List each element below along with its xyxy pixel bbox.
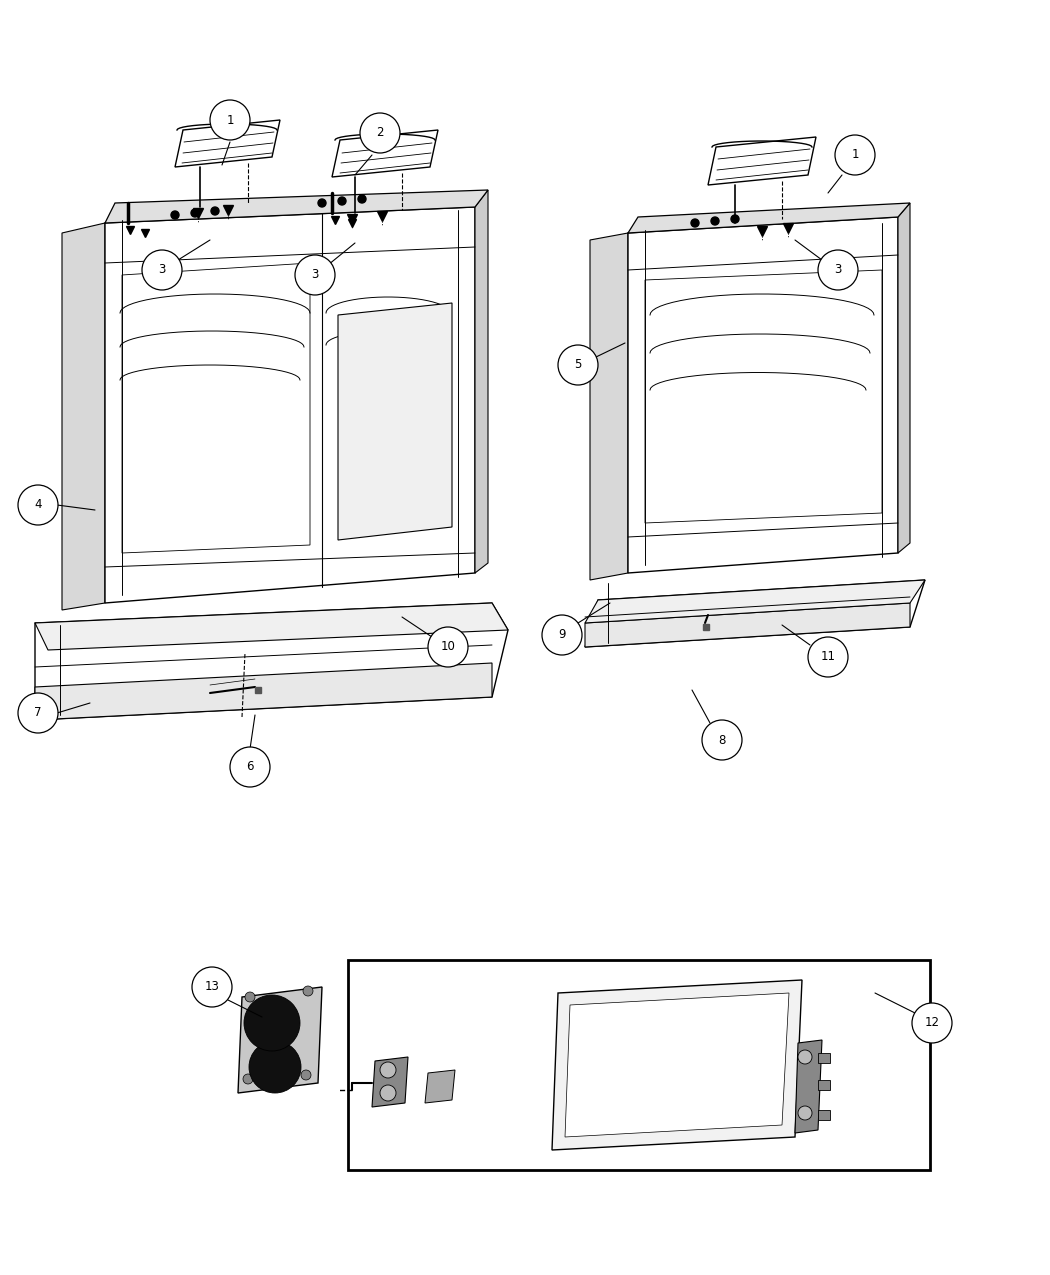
Polygon shape bbox=[585, 580, 925, 646]
Circle shape bbox=[18, 484, 58, 525]
Polygon shape bbox=[105, 190, 488, 223]
Circle shape bbox=[380, 1085, 396, 1102]
Text: 3: 3 bbox=[311, 269, 319, 282]
Circle shape bbox=[318, 199, 326, 207]
Polygon shape bbox=[105, 207, 475, 603]
Polygon shape bbox=[35, 603, 508, 650]
Text: 8: 8 bbox=[718, 733, 726, 746]
Text: 11: 11 bbox=[820, 650, 836, 663]
Polygon shape bbox=[565, 993, 789, 1137]
Text: 2: 2 bbox=[376, 126, 383, 139]
Circle shape bbox=[558, 346, 598, 385]
Text: 3: 3 bbox=[159, 264, 166, 277]
Circle shape bbox=[360, 113, 400, 153]
Circle shape bbox=[192, 966, 232, 1007]
Circle shape bbox=[254, 1005, 290, 1040]
Text: 4: 4 bbox=[35, 499, 42, 511]
Polygon shape bbox=[898, 203, 910, 553]
Circle shape bbox=[835, 135, 875, 175]
Circle shape bbox=[243, 1074, 253, 1084]
Circle shape bbox=[818, 250, 858, 289]
Text: 13: 13 bbox=[205, 980, 219, 993]
Circle shape bbox=[338, 198, 347, 205]
Circle shape bbox=[210, 99, 250, 140]
Circle shape bbox=[798, 1105, 812, 1119]
Text: 1: 1 bbox=[852, 148, 859, 162]
Polygon shape bbox=[175, 120, 280, 167]
Polygon shape bbox=[708, 136, 816, 185]
Circle shape bbox=[18, 694, 58, 733]
Circle shape bbox=[731, 215, 739, 223]
Polygon shape bbox=[338, 303, 452, 541]
Polygon shape bbox=[62, 223, 105, 609]
Circle shape bbox=[171, 210, 178, 219]
Polygon shape bbox=[552, 980, 802, 1150]
Circle shape bbox=[691, 219, 699, 227]
Bar bbox=[348, 960, 930, 1170]
Circle shape bbox=[268, 1060, 282, 1074]
Polygon shape bbox=[628, 203, 910, 233]
Text: 9: 9 bbox=[559, 629, 566, 641]
Circle shape bbox=[244, 994, 300, 1051]
Polygon shape bbox=[372, 1057, 408, 1107]
Polygon shape bbox=[35, 663, 492, 720]
Circle shape bbox=[358, 195, 366, 203]
Text: 12: 12 bbox=[924, 1016, 940, 1029]
Circle shape bbox=[245, 992, 255, 1002]
Polygon shape bbox=[35, 603, 508, 720]
Text: 5: 5 bbox=[574, 358, 582, 371]
Circle shape bbox=[230, 747, 270, 787]
Text: 10: 10 bbox=[441, 640, 456, 654]
Circle shape bbox=[259, 1051, 291, 1082]
Polygon shape bbox=[475, 190, 488, 572]
Circle shape bbox=[142, 250, 182, 289]
Circle shape bbox=[711, 217, 719, 224]
Polygon shape bbox=[795, 1040, 822, 1133]
Circle shape bbox=[211, 207, 219, 215]
Circle shape bbox=[798, 1051, 812, 1065]
Bar bbox=[818, 1080, 830, 1090]
Polygon shape bbox=[590, 233, 628, 580]
Polygon shape bbox=[628, 217, 898, 572]
Bar bbox=[818, 1111, 830, 1119]
Bar bbox=[818, 1053, 830, 1063]
Polygon shape bbox=[238, 987, 322, 1093]
Circle shape bbox=[380, 1062, 396, 1077]
Text: 3: 3 bbox=[835, 264, 842, 277]
Text: 6: 6 bbox=[247, 760, 254, 774]
Circle shape bbox=[808, 638, 848, 677]
Polygon shape bbox=[645, 270, 882, 523]
Polygon shape bbox=[585, 580, 925, 623]
Text: 1: 1 bbox=[226, 113, 234, 126]
Circle shape bbox=[303, 986, 313, 996]
Text: 7: 7 bbox=[35, 706, 42, 719]
Circle shape bbox=[191, 209, 200, 217]
Polygon shape bbox=[585, 603, 910, 646]
Circle shape bbox=[249, 1040, 301, 1093]
Circle shape bbox=[428, 627, 468, 667]
Polygon shape bbox=[122, 263, 310, 553]
Circle shape bbox=[702, 720, 742, 760]
Circle shape bbox=[542, 615, 582, 655]
Polygon shape bbox=[425, 1070, 455, 1103]
Circle shape bbox=[295, 255, 335, 295]
Polygon shape bbox=[332, 130, 438, 177]
Circle shape bbox=[301, 1070, 311, 1080]
Circle shape bbox=[912, 1003, 952, 1043]
Circle shape bbox=[264, 1015, 280, 1031]
